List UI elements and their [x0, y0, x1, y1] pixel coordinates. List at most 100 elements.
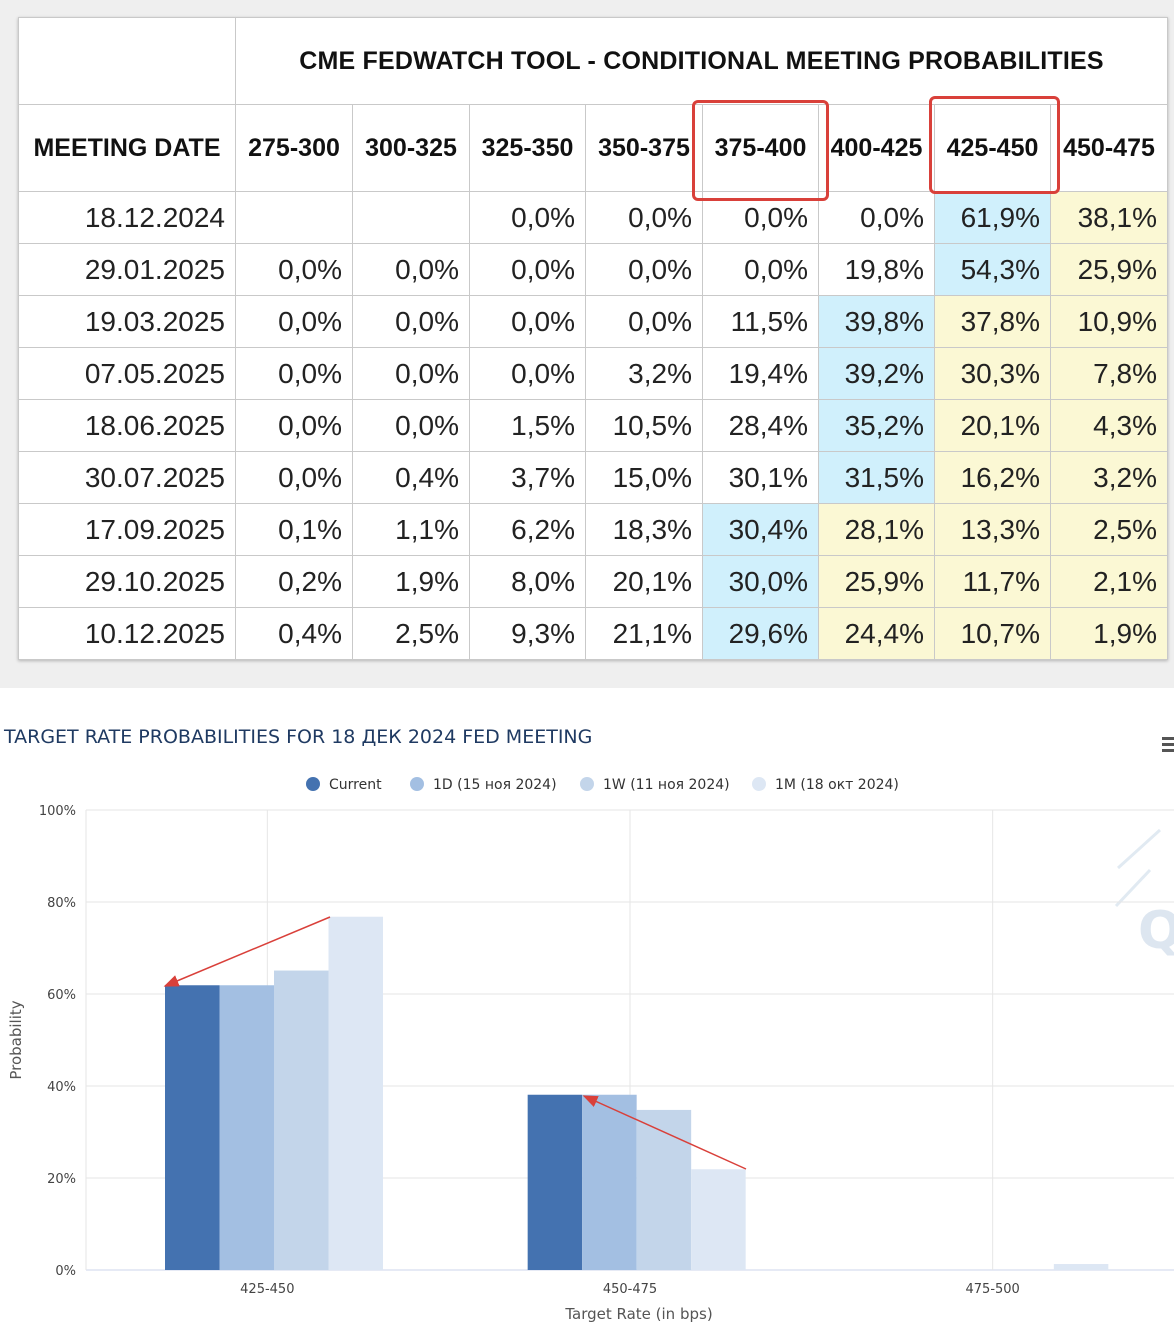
x-axis-title: Target Rate (in bps)	[564, 1305, 712, 1323]
y-tick-label: 100%	[39, 804, 76, 819]
probability-cell: 0,0%	[469, 243, 586, 296]
table-row: 07.05.2025 0,0% 0,0% 0,0% 3,2% 19,4% 39,2% 30,3…	[18, 347, 1168, 400]
probability-cell: 35,2%	[818, 399, 935, 452]
probability-cell: 0,0%	[585, 243, 703, 296]
meeting-date-cell: 30.07.2025	[18, 451, 236, 504]
probability-cell: 3,7%	[469, 451, 586, 504]
meeting-date-cell: 10.12.2025	[18, 607, 236, 660]
table-title: CME FEDWATCH TOOL - CONDITIONAL MEETING …	[235, 17, 1168, 105]
x-tick-label: 450-475	[603, 1282, 657, 1297]
column-header-375-400: 375-400	[702, 104, 819, 192]
probability-cell: 7,8%	[1050, 347, 1168, 400]
legend-marker[interactable]	[410, 777, 424, 791]
table-panel: CME FEDWATCH TOOL - CONDITIONAL MEETING …	[0, 0, 1174, 688]
column-header-300-325: 300-325	[352, 104, 470, 192]
column-header-425-450: 425-450	[934, 104, 1051, 192]
probability-cell: 3,2%	[585, 347, 703, 400]
probability-cell: 30,0%	[702, 555, 819, 608]
probability-cell: 29,6%	[702, 607, 819, 660]
bar-425-450-1W[interactable]	[274, 970, 329, 1270]
probabilities-table: CME FEDWATCH TOOL - CONDITIONAL MEETING …	[18, 17, 1168, 660]
legend-marker[interactable]	[752, 777, 766, 791]
probability-cell: 11,5%	[702, 295, 819, 348]
probability-cell: 0,0%	[352, 399, 470, 452]
bar-475-500-1M[interactable]	[1053, 1264, 1109, 1270]
column-header-400-425: 400-425	[818, 104, 935, 192]
probability-cell: 19,8%	[818, 243, 935, 296]
probability-cell: 10,5%	[585, 399, 703, 452]
probability-cell: 6,2%	[469, 503, 586, 556]
meeting-date-cell: 07.05.2025	[18, 347, 236, 400]
chart-title: TARGET RATE PROBABILITIES FOR 18 ДЕК 202…	[4, 726, 593, 748]
legend-marker[interactable]	[580, 777, 594, 791]
y-tick-label: 80%	[47, 896, 76, 911]
legend-item-label[interactable]: 1M (18 окт 2024)	[775, 777, 899, 793]
probability-cell: 2,5%	[1050, 503, 1168, 556]
bar-425-450-Current[interactable]	[165, 985, 220, 1270]
legend-item-label[interactable]: 1D (15 ноя 2024)	[433, 777, 557, 793]
meeting-date-cell: 18.06.2025	[18, 399, 236, 452]
probability-cell: 30,3%	[934, 347, 1051, 400]
probability-cell: 1,5%	[469, 399, 586, 452]
probability-cell: 0,0%	[235, 295, 353, 348]
legend-item-label[interactable]: Current	[329, 777, 382, 793]
legend-marker[interactable]	[306, 777, 320, 791]
y-tick-label: 20%	[47, 1172, 76, 1187]
y-tick-label: 40%	[47, 1080, 76, 1095]
probability-cell: 2,1%	[1050, 555, 1168, 608]
table-row: 18.06.2025 0,0% 0,0% 1,5% 10,5% 28,4% 35,2% 20,…	[18, 399, 1168, 452]
chart-menu-icon[interactable]	[1162, 737, 1174, 752]
probability-cell: 28,4%	[702, 399, 819, 452]
probability-cell: 0,0%	[352, 347, 470, 400]
probability-cell: 0,0%	[235, 243, 353, 296]
probability-cell: 0,0%	[352, 295, 470, 348]
probability-cell: 30,4%	[702, 503, 819, 556]
probability-cell: 25,9%	[1050, 243, 1168, 296]
bar-450-475-1W[interactable]	[636, 1109, 692, 1270]
probability-cell: 0,4%	[235, 607, 353, 660]
meeting-date-cell: 17.09.2025	[18, 503, 236, 556]
y-tick-label: 60%	[47, 988, 76, 1003]
meeting-date-cell: 29.01.2025	[18, 243, 236, 296]
probability-cell: 0,0%	[469, 191, 586, 244]
probability-cell: 13,3%	[934, 503, 1051, 556]
probability-cell: 25,9%	[818, 555, 935, 608]
probability-cell: 0,0%	[235, 347, 353, 400]
bar-450-475-1M[interactable]	[691, 1169, 746, 1270]
meeting-date-header: MEETING DATE	[18, 104, 236, 192]
table-corner	[18, 17, 236, 105]
probability-cell: 11,7%	[934, 555, 1051, 608]
bar-chart: Q 0% 20% 40% 60% 80% 100% 425-450 450-475 475-50…	[7, 777, 1174, 1323]
probability-cell: 0,1%	[235, 503, 353, 556]
probability-cell: 20,1%	[934, 399, 1051, 452]
probability-cell: 0,4%	[352, 451, 470, 504]
probability-cell: 1,9%	[1050, 607, 1168, 660]
probability-cell: 20,1%	[585, 555, 703, 608]
bar-450-475-Current[interactable]	[527, 1094, 583, 1270]
svg-text:Q: Q	[1138, 901, 1174, 961]
probability-cell: 39,8%	[818, 295, 935, 348]
bar-450-475-1D[interactable]	[582, 1094, 637, 1270]
probability-cell: 30,1%	[702, 451, 819, 504]
bar-425-450-1M[interactable]	[328, 916, 384, 1270]
column-header-450-475: 450-475	[1050, 104, 1168, 192]
probability-cell: 24,4%	[818, 607, 935, 660]
meeting-date-cell: 18.12.2024	[18, 191, 236, 244]
column-header-325-350: 325-350	[469, 104, 586, 192]
probability-cell: 28,1%	[818, 503, 935, 556]
bar-425-450-1D[interactable]	[219, 985, 275, 1270]
probability-cell: 1,9%	[352, 555, 470, 608]
probability-cell: 61,9%	[934, 191, 1051, 244]
table-row: 29.01.2025 0,0% 0,0% 0,0% 0,0% 0,0% 19,8% 54,3%…	[18, 243, 1168, 296]
probability-cell: 0,0%	[702, 243, 819, 296]
probability-cell: 0,0%	[818, 191, 935, 244]
column-header-350-375: 350-375	[585, 104, 703, 192]
probability-cell: 1,1%	[352, 503, 470, 556]
probability-cell: 39,2%	[818, 347, 935, 400]
probability-cell: 0,0%	[585, 191, 703, 244]
legend-item-label[interactable]: 1W (11 ноя 2024)	[603, 777, 730, 793]
probability-cell: 16,2%	[934, 451, 1051, 504]
probability-cell	[235, 191, 353, 244]
table-row: 19.03.2025 0,0% 0,0% 0,0% 0,0% 11,5% 39,8% 37,8…	[18, 295, 1168, 348]
probability-cell: 0,0%	[235, 399, 353, 452]
